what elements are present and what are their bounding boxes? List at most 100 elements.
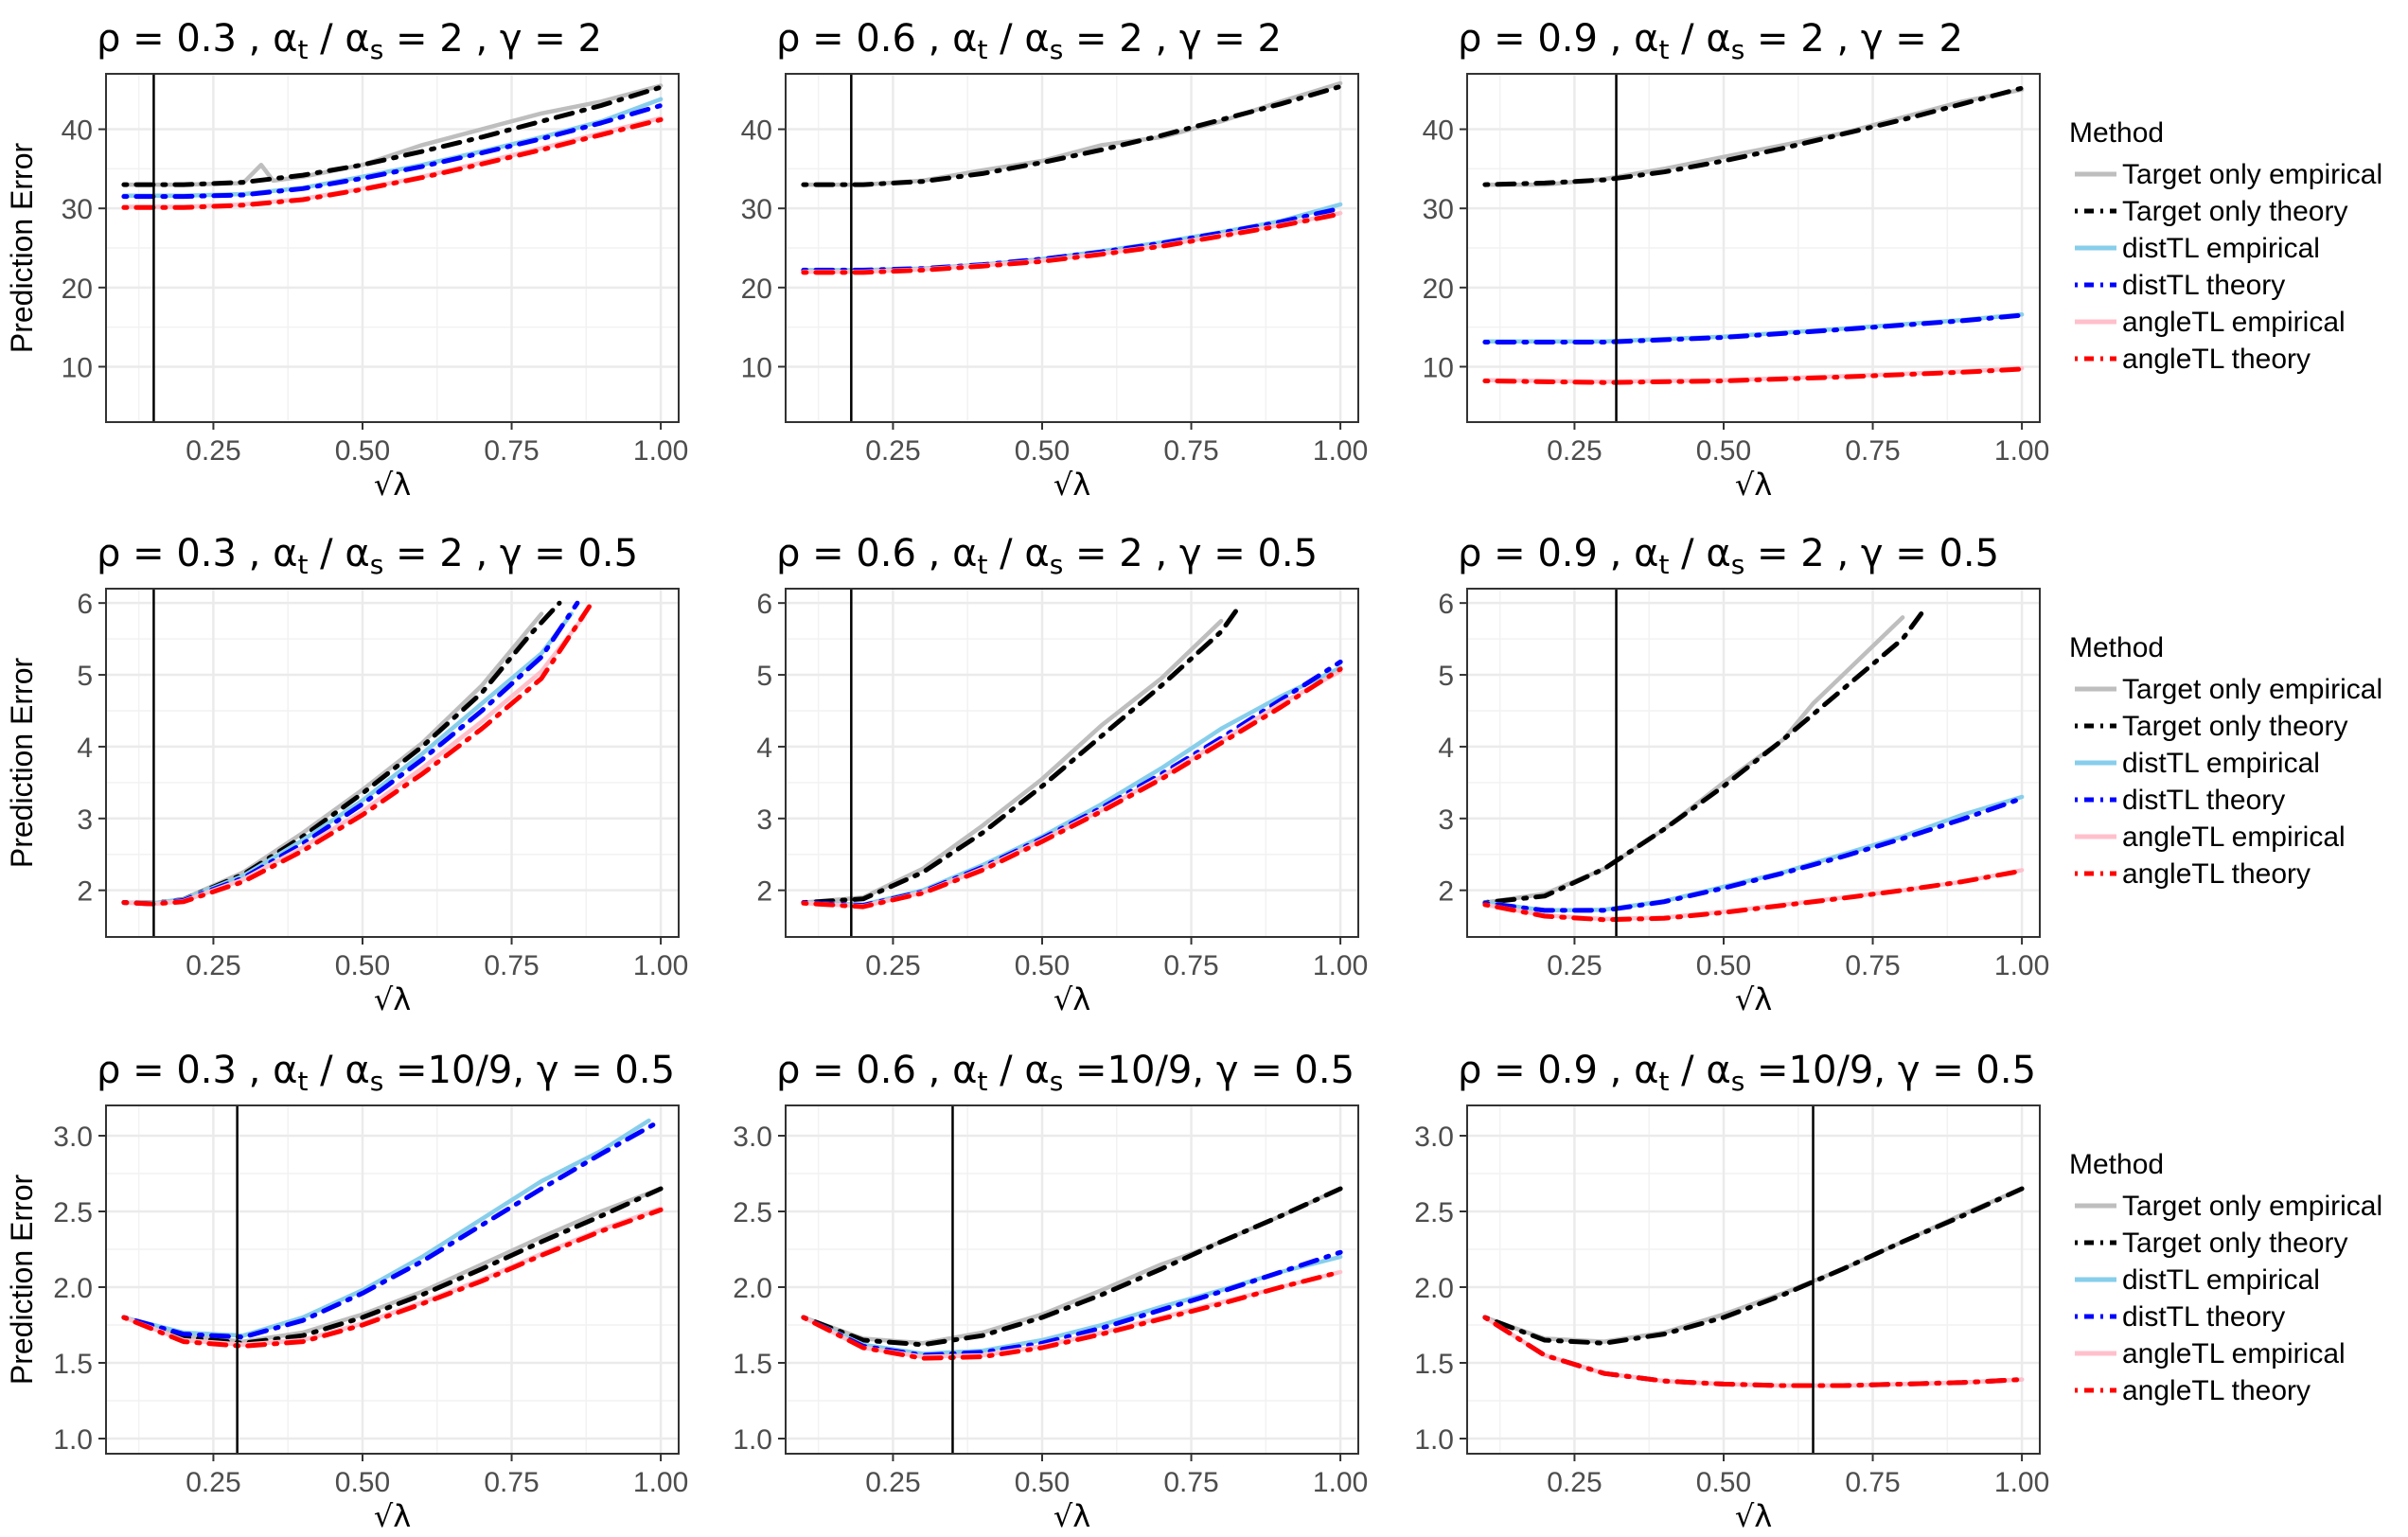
y-tick-label: 10 — [1423, 352, 1454, 383]
x-tick-label: 0.75 — [1163, 435, 1218, 467]
panel-title: ρ = 0.9 , αt / αs =10/9, γ = 0.5 — [1458, 1049, 2036, 1097]
plot-background — [786, 1105, 1358, 1454]
series-line-disttl-theory — [121, 600, 580, 907]
legend-label: angleTL empirical — [2122, 822, 2346, 853]
y-tick-label: 3.0 — [53, 1122, 93, 1153]
y-tick-label: 4 — [756, 733, 772, 764]
legend-label: distTL empirical — [2122, 233, 2320, 264]
chart-panel-1: 10 20 30 40 0.25 0.50 0.75 1.00 √λ Prediction Err… — [5, 17, 688, 503]
y-tick-label: 2.0 — [733, 1273, 772, 1304]
series-group — [801, 80, 1343, 275]
x-axis-label: √λ — [374, 467, 411, 503]
legend-label: distTL theory — [2122, 785, 2285, 816]
y-tick-label: 3 — [756, 804, 772, 836]
y-tick-label: 5 — [756, 661, 772, 692]
y-tick-label: 30 — [1423, 194, 1454, 225]
y-tick-label: 3 — [77, 804, 93, 836]
y-tick-label: 30 — [741, 194, 772, 225]
legend-label: Target only theory — [2122, 711, 2347, 742]
x-tick-label: 0.25 — [1547, 1467, 1602, 1498]
x-axis-label: √λ — [1735, 467, 1772, 503]
legend-label: Target only theory — [2122, 196, 2347, 227]
y-tick-label: 2 — [77, 876, 93, 908]
y-tick-label: 2 — [756, 876, 772, 908]
chart-panel-7: 1.0 1.5 2.0 2.5 3.0 0.25 0.50 0.75 1.00 √λ Predict… — [5, 1049, 688, 1534]
legend-3: Method Target only empirical Target only t… — [2069, 1149, 2382, 1406]
series-group — [121, 1118, 664, 1349]
panel-border — [105, 588, 680, 938]
y-tick-label: 2 — [1438, 876, 1454, 908]
y-tick-label: 40 — [62, 115, 93, 147]
series-line-angletl-theory — [1482, 366, 2025, 385]
y-tick-label: 5 — [1438, 661, 1454, 692]
series-group — [801, 604, 1343, 910]
series-line-target-only-theory — [1482, 1186, 2025, 1346]
series-line-angletl-theory — [121, 604, 592, 907]
x-axis-label: √λ — [1735, 981, 1772, 1017]
x-tick-label: 1.00 — [1313, 435, 1368, 467]
x-tick-label: 1.00 — [633, 435, 688, 467]
series-line-angletl-theory — [1482, 1315, 2025, 1388]
series-line-target-only-empirical — [801, 618, 1224, 905]
legend-label: distTL theory — [2122, 270, 2285, 301]
series-line-angletl-theory — [121, 117, 664, 210]
series-line-angletl-empirical — [121, 615, 586, 907]
x-tick-label: 0.50 — [1696, 1467, 1751, 1498]
y-tick-label: 1.0 — [53, 1424, 93, 1456]
series-line-angletl-theory — [801, 666, 1343, 910]
y-tick-label: 10 — [62, 352, 93, 383]
series-line-target-only-theory — [801, 604, 1242, 906]
x-tick-label: 0.25 — [186, 1467, 240, 1498]
x-axis-label: √λ — [374, 981, 411, 1017]
legend-label: distTL empirical — [2122, 1264, 2320, 1296]
y-tick-label: 20 — [1423, 274, 1454, 305]
legend-label: distTL theory — [2122, 1301, 2285, 1333]
y-tick-label: 1.5 — [733, 1349, 772, 1380]
x-tick-label: 0.75 — [484, 950, 539, 981]
y-tick-label: 2.5 — [53, 1197, 93, 1228]
series-line-disttl-theory — [1482, 796, 2025, 913]
series-group — [1482, 85, 2025, 385]
series-line-target-only-theory — [801, 1186, 1343, 1348]
x-tick-label: 0.50 — [1015, 1467, 1070, 1498]
x-tick-label: 0.50 — [335, 1467, 390, 1498]
panel-title: ρ = 0.6 , αt / αs =10/9, γ = 0.5 — [776, 1049, 1354, 1097]
y-tick-label: 3.0 — [733, 1122, 772, 1153]
legend-title: Method — [2069, 117, 2164, 149]
y-tick-label: 6 — [756, 589, 772, 620]
chart-panel-6: 2 3 4 5 6 0.25 0.50 0.75 1.00 √λ ρ = 0.9 , αt / αs… — [1438, 532, 2049, 1017]
y-tick-label: 40 — [1423, 115, 1454, 147]
x-tick-label: 1.00 — [1313, 1467, 1368, 1498]
series-line-target-only-theory — [121, 600, 562, 906]
panel-border — [785, 1104, 1359, 1455]
series-group — [1482, 604, 2025, 923]
x-tick-label: 0.25 — [186, 435, 240, 467]
x-tick-label: 0.75 — [484, 435, 539, 467]
x-tick-label: 1.00 — [1313, 950, 1368, 981]
y-tick-label: 4 — [77, 733, 93, 764]
series-line-angletl-theory — [1482, 868, 2025, 923]
panel-title: ρ = 0.9 , αt / αs = 2 , γ = 2 — [1458, 17, 1963, 65]
panel-title: ρ = 0.6 , αt / αs = 2 , γ = 2 — [776, 17, 1282, 65]
x-tick-label: 0.75 — [484, 1467, 539, 1498]
x-tick-label: 0.50 — [1696, 950, 1751, 981]
chart-panel-4: 2 3 4 5 6 0.25 0.50 0.75 1.00 √λ Prediction Error ρ… — [5, 532, 688, 1017]
panel-title: ρ = 0.9 , αt / αs = 2 , γ = 0.5 — [1458, 532, 1999, 580]
legend-label: Target only empirical — [2122, 674, 2382, 705]
x-tick-label: 0.75 — [1845, 435, 1900, 467]
legend-label: angleTL theory — [2122, 1375, 2311, 1406]
y-tick-label: 3.0 — [1414, 1122, 1454, 1153]
series-line-target-only-theory — [1482, 85, 2025, 187]
series-line-disttl-theory — [121, 103, 664, 200]
y-tick-label: 2.5 — [1414, 1197, 1454, 1228]
series-group — [121, 600, 592, 907]
legend-label: angleTL theory — [2122, 344, 2311, 375]
series-group — [1482, 1186, 2025, 1388]
series-group — [121, 83, 664, 210]
chart-panel-2: 10 20 30 40 0.25 0.50 0.75 1.00 √λ ρ = 0.6 , αt /… — [741, 17, 1369, 503]
legend-label: distTL empirical — [2122, 748, 2320, 779]
y-tick-label: 20 — [741, 274, 772, 305]
legend-2: Method Target only empirical Target only t… — [2069, 632, 2382, 890]
x-tick-label: 0.50 — [1015, 950, 1070, 981]
